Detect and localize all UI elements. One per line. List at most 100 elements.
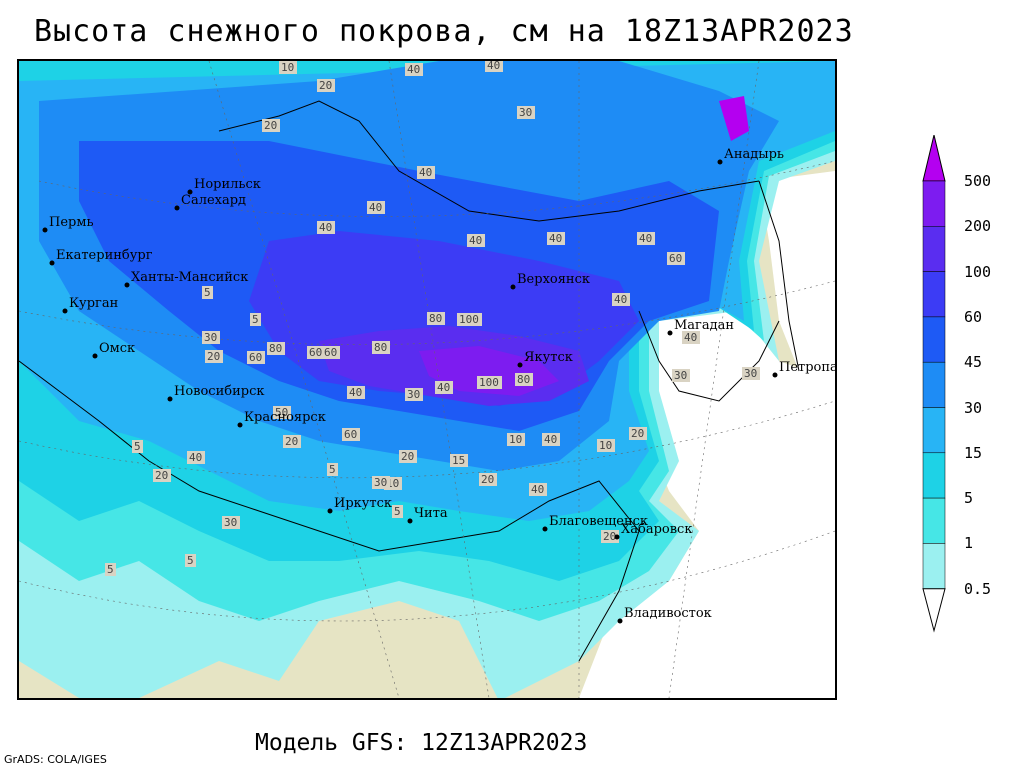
contour-label: 40 (435, 381, 453, 394)
city-dot (542, 526, 548, 532)
city-dot (617, 618, 623, 624)
city-dot (517, 362, 523, 368)
contour-label: 5 (327, 463, 338, 476)
city-label: Омск (99, 341, 135, 356)
svg-text:50: 50 (275, 406, 288, 419)
svg-text:30: 30 (224, 516, 237, 529)
contour-label: 20 (317, 79, 335, 92)
city-label: Норильск (194, 177, 261, 192)
city-label: Новосибирск (174, 384, 264, 399)
svg-text:40: 40 (531, 483, 544, 496)
contour-label: 5 (185, 554, 196, 567)
contour-label: 40 (317, 221, 335, 234)
svg-text:60: 60 (249, 351, 262, 364)
contour-label: 80 (515, 373, 533, 386)
contour-label: 60 (307, 346, 325, 359)
svg-text:20: 20 (603, 530, 616, 543)
svg-text:100: 100 (459, 313, 479, 326)
city-dot (237, 422, 243, 428)
legend-swatch (922, 180, 946, 227)
contour-label: 20 (629, 427, 647, 440)
svg-text:40: 40 (319, 221, 332, 234)
svg-text:30: 30 (374, 476, 387, 489)
city-label: Владивосток (624, 606, 712, 621)
contour-label: 80 (427, 312, 445, 325)
svg-text:40: 40 (349, 386, 362, 399)
legend-swatch (922, 316, 946, 363)
svg-text:20: 20 (401, 450, 414, 463)
city-label: Анадырь (724, 147, 784, 162)
svg-text:40: 40 (189, 451, 202, 464)
city-dot (42, 227, 48, 233)
city-dot (124, 282, 130, 288)
contour-label: 100 (457, 313, 482, 326)
legend-swatch (922, 497, 946, 544)
snow-depth-map: 10 20 40 40 30 20 40 40 40 40 40 60 80 100 60 60 80 100 30… (17, 59, 837, 700)
svg-text:60: 60 (324, 346, 337, 359)
svg-text:30: 30 (519, 106, 532, 119)
contour-label: 40 (529, 483, 547, 496)
svg-text:80: 80 (374, 341, 387, 354)
legend-label: 200 (964, 217, 992, 236)
svg-text:10: 10 (509, 433, 522, 446)
svg-text:40: 40 (369, 201, 382, 214)
svg-text:15: 15 (452, 454, 465, 467)
city-label: Благовещенск (549, 514, 648, 529)
contour-label: 30 (405, 388, 423, 401)
svg-text:80: 80 (517, 373, 530, 386)
svg-text:30: 30 (674, 369, 687, 382)
svg-text:30: 30 (204, 331, 217, 344)
svg-text:10: 10 (281, 61, 294, 74)
svg-text:40: 40 (487, 61, 500, 72)
svg-text:40: 40 (469, 234, 482, 247)
contour-label: 60 (247, 351, 265, 364)
contour-label: 5 (202, 286, 213, 299)
svg-text:40: 40 (614, 293, 627, 306)
contour-label: 15 (450, 454, 468, 467)
contour-label: 30 (222, 516, 240, 529)
city-dot (614, 534, 620, 540)
city-dot (667, 330, 673, 336)
svg-text:20: 20 (207, 350, 220, 363)
city-label: Якутск (524, 350, 573, 365)
city-dot (772, 372, 778, 378)
grads-credit: GrADS: COLA/IGES (4, 753, 107, 766)
city-label: Верхоянск (517, 272, 590, 287)
svg-text:60: 60 (309, 346, 322, 359)
contour-label: 60 (342, 428, 360, 441)
legend-label: 45 (964, 353, 983, 372)
svg-text:5: 5 (252, 313, 259, 326)
city-dot (510, 284, 516, 290)
contour-label: 20 (262, 119, 280, 132)
contour-label: 20 (153, 469, 171, 482)
contour-label: 5 (105, 563, 116, 576)
svg-text:5: 5 (187, 554, 194, 567)
city-label: Красноярск (244, 410, 326, 425)
svg-text:40: 40 (437, 381, 450, 394)
contour-label: 10 (597, 439, 615, 452)
contour-label: 80 (267, 342, 285, 355)
svg-text:60: 60 (669, 252, 682, 265)
legend-swatch (922, 452, 946, 499)
contour-label: 40 (637, 232, 655, 245)
contour-label: 30 (742, 367, 760, 380)
city-label: Ханты-Мансийск (131, 270, 248, 285)
legend-label: 500 (964, 172, 992, 190)
svg-text:40: 40 (419, 166, 432, 179)
svg-text:10: 10 (599, 439, 612, 452)
city-label: Салехард (181, 193, 246, 208)
graticule (19, 61, 835, 698)
city-label: Петропавловск-Камчатский (779, 360, 835, 375)
contour-label: 60 (322, 346, 340, 359)
contour-label: 5 (132, 440, 143, 453)
svg-text:20: 20 (319, 79, 332, 92)
city-label: Чита (414, 506, 448, 521)
svg-text:40: 40 (549, 232, 562, 245)
svg-text:20: 20 (481, 473, 494, 486)
legend-label: 5 (964, 489, 974, 508)
contour-label: 20 (399, 450, 417, 463)
city-dot (327, 508, 333, 514)
legend-top-arrow (922, 135, 946, 182)
legend-swatch (922, 271, 946, 318)
city-dot (167, 396, 173, 402)
